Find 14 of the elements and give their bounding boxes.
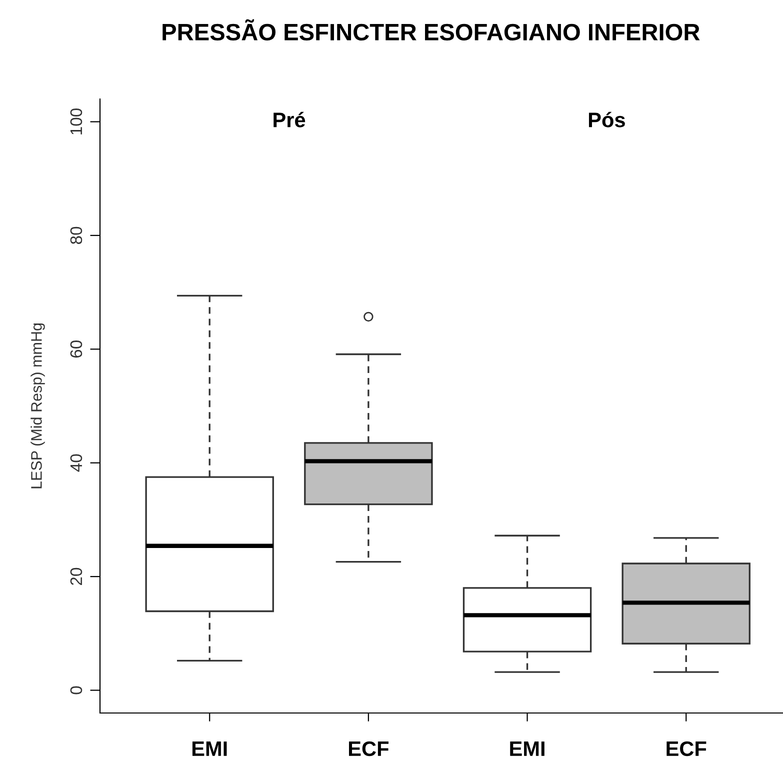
annotation: Pós [588, 112, 625, 128]
y-tick-label: 60 [70, 340, 82, 358]
annotation: Pré [274, 112, 306, 128]
y-axis-title: LESP (Mid Resp) mmHg [30, 323, 45, 488]
x-tick-label: EMI [192, 742, 227, 756]
chart-title: PRESSÃO ESFINCTER ESOFAGIANO INFERIOR [162, 19, 700, 41]
y-tick-label: 40 [70, 454, 82, 472]
x-tick-label: ECF [666, 741, 706, 756]
y-tick-label: 100 [70, 108, 82, 134]
y-tick-label: 80 [70, 226, 82, 244]
y-tick-label: 0 [70, 686, 82, 694]
x-tick-label: EMI [510, 742, 544, 756]
y-tick-label: 20 [70, 568, 82, 585]
x-tick-label: ECF [348, 741, 389, 756]
